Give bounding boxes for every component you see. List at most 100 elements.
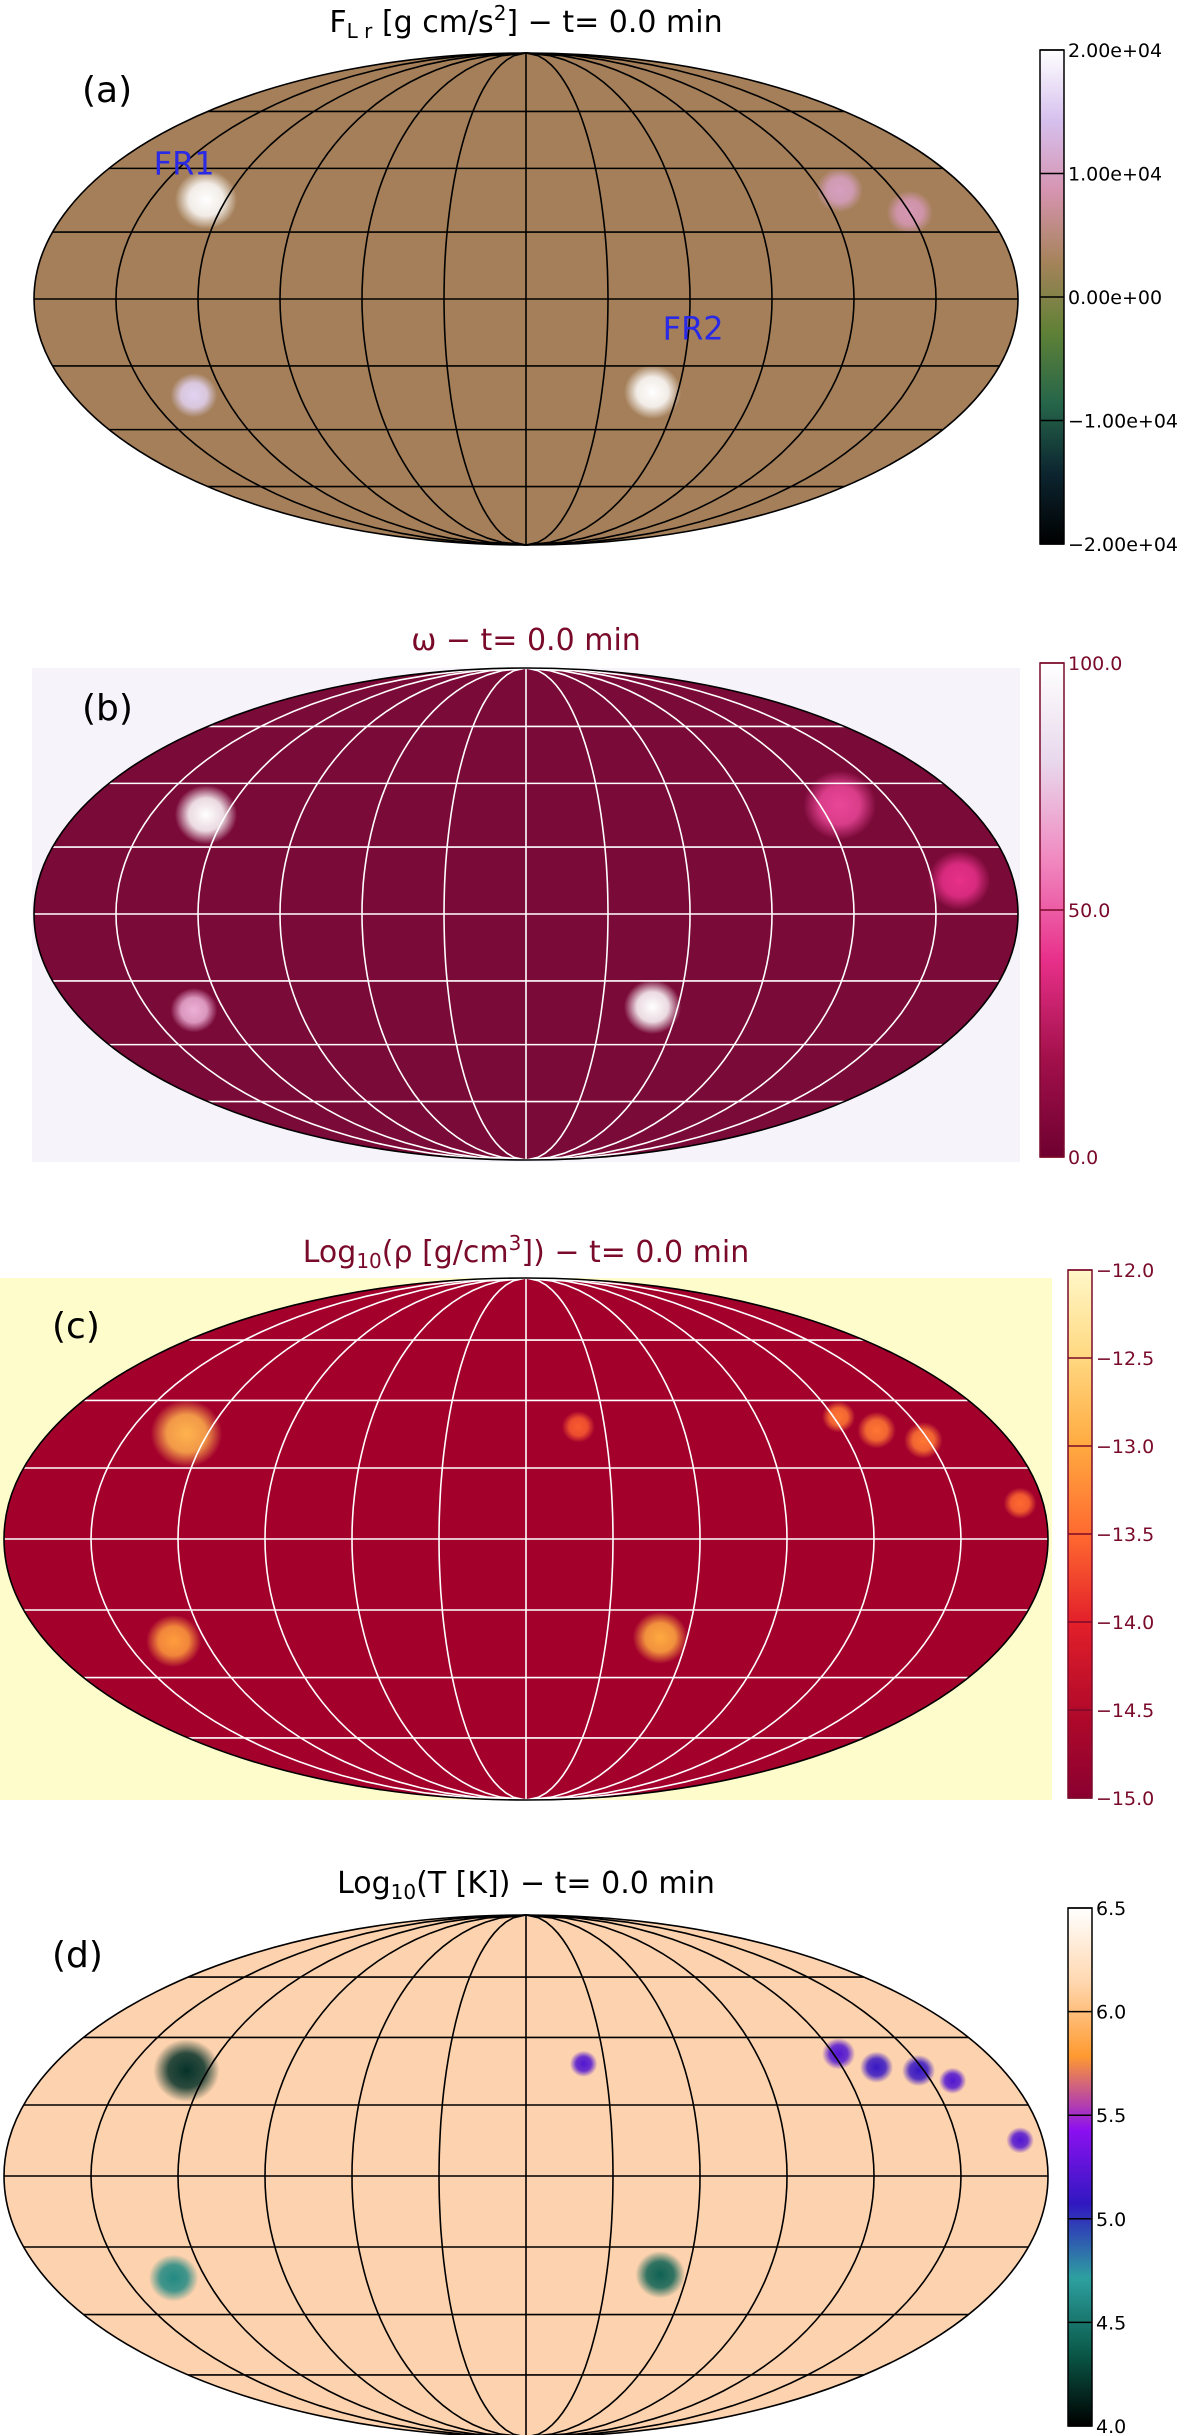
panel-b: (b) ω − t= 0.0 min 100.0 50.0 0.0 — [32, 623, 1122, 1169]
meridian-line — [525, 52, 937, 546]
colorbar-tick-label: 100.0 — [1068, 653, 1122, 675]
feature-spot — [1003, 1487, 1037, 1520]
meridian-line — [525, 1277, 788, 1801]
map-features — [170, 770, 991, 1035]
colorbar-tick-label: −14.5 — [1096, 1700, 1154, 1722]
meridian-line — [525, 667, 855, 1161]
map-features — [148, 2038, 1034, 2302]
feature-spot — [816, 167, 864, 213]
panel-d: (d) Log10(T [K]) − t= 0.0 min 6.5 6.0 5.5 5.0… — [3, 1866, 1126, 2435]
meridian-line — [525, 52, 691, 546]
feature-spot — [623, 979, 682, 1035]
chart-title: FL r [g cm/s2] − t= 0.0 min — [329, 1, 722, 43]
feature-spot — [561, 1411, 595, 1443]
meridian-line — [525, 1914, 962, 2435]
annotation-label: FR1 — [154, 145, 215, 183]
meridian-line — [525, 1914, 875, 2435]
feature-spot — [170, 372, 218, 418]
feature-spot — [928, 850, 991, 910]
meridian-line — [525, 1914, 701, 2435]
feature-spot — [635, 2251, 686, 2299]
colorbar-tick-label: 0.0 — [1068, 1147, 1098, 1169]
meridian-line — [525, 667, 691, 1161]
feature-spot — [860, 2051, 894, 2083]
colorbar-tick-label: −14.0 — [1096, 1612, 1154, 1634]
panel-c: (c) Log10(ρ [g/cm3]) − t= 0.0 min −12.0 −12… — [0, 1231, 1154, 1810]
graticule — [34, 52, 1018, 546]
map-outline — [3, 1914, 1049, 2435]
panel-label: (d) — [52, 1935, 103, 1976]
map-features — [146, 1399, 1037, 1668]
colorbar-tick-label: 6.5 — [1096, 1898, 1126, 1920]
feature-spot — [623, 364, 682, 420]
meridian-line — [525, 667, 773, 1161]
meridian-line — [525, 52, 855, 546]
meridian-line — [279, 52, 527, 546]
feature-spot — [146, 1614, 202, 1668]
graticule — [4, 1277, 1048, 1801]
meridian-line — [525, 667, 937, 1161]
feature-spot — [153, 2039, 220, 2103]
feature-spot — [174, 784, 238, 845]
meridian-line — [438, 1277, 527, 1801]
chart-title: Log10(T [K]) − t= 0.0 min — [337, 1866, 715, 1904]
meridian-line — [525, 52, 773, 546]
panel-label: (c) — [52, 1306, 100, 1347]
panel-label: (b) — [82, 688, 133, 729]
colorbar-tick-label: 4.0 — [1096, 2416, 1126, 2435]
feature-spot — [148, 2254, 199, 2302]
graticule — [4, 1914, 1048, 2435]
chart-title: Log10(ρ [g/cm3]) − t= 0.0 min — [303, 1231, 750, 1273]
colorbar-tick-label: −12.0 — [1096, 1260, 1154, 1282]
meridian-line — [90, 1277, 527, 1801]
feature-spot — [803, 770, 877, 840]
meridian-line — [525, 52, 609, 546]
colorbar-tick-label: −13.5 — [1096, 1524, 1154, 1546]
meridian-line — [525, 1914, 788, 2435]
colorbar-tick-label: −12.5 — [1096, 1348, 1154, 1370]
feature-spot — [174, 169, 238, 230]
feature-spot — [902, 2054, 936, 2087]
feature-spot — [632, 1611, 688, 1664]
meridian-line — [443, 667, 527, 1161]
feature-spot — [150, 1399, 223, 1468]
map-outline — [33, 52, 1019, 546]
meridian-line — [197, 52, 527, 546]
feature-spot — [822, 1401, 856, 1433]
graticule — [34, 667, 1018, 1161]
panel-a: FR1 FR2 (a) FL r [g cm/s2] − t= 0.0 min 2.00… — [33, 1, 1178, 556]
feature-spot — [170, 987, 218, 1033]
meridian-line — [361, 667, 527, 1161]
colorbar-tick-label: −15.0 — [1096, 1788, 1154, 1810]
meridian-line — [115, 52, 527, 546]
chart-title: ω − t= 0.0 min — [411, 623, 641, 658]
map-outline — [3, 1277, 1049, 1801]
meridian-line — [351, 1914, 527, 2435]
feature-spot — [904, 1422, 943, 1459]
feature-spot — [1006, 2127, 1034, 2154]
meridian-line — [438, 1914, 527, 2435]
meridian-line — [177, 1277, 527, 1801]
feature-spot — [938, 2067, 967, 2094]
meridian-line — [264, 1914, 527, 2435]
meridian-line — [361, 52, 527, 546]
feature-spot — [857, 1411, 896, 1449]
meridian-line — [525, 667, 609, 1161]
colorbar-tick-label: 5.0 — [1096, 2209, 1126, 2231]
annotation-label: FR2 — [663, 309, 724, 347]
panel-label: (a) — [82, 70, 132, 111]
meridian-line — [115, 667, 527, 1161]
map-outline — [33, 667, 1019, 1161]
colorbar-tick-label: 2.00e+04 — [1068, 40, 1162, 62]
colorbar-tick-label: −2.00e+04 — [1068, 534, 1178, 556]
meridian-line — [279, 667, 527, 1161]
colorbar — [1067, 1907, 1093, 2427]
colorbar-tick-label: −13.0 — [1096, 1436, 1154, 1458]
meridian-line — [525, 1277, 962, 1801]
meridian-line — [197, 667, 527, 1161]
colorbar-tick-label: −1.00e+04 — [1068, 411, 1178, 433]
colorbar-tick-label: 50.0 — [1068, 900, 1110, 922]
feature-spot — [569, 2050, 598, 2077]
meridian-line — [177, 1914, 527, 2435]
